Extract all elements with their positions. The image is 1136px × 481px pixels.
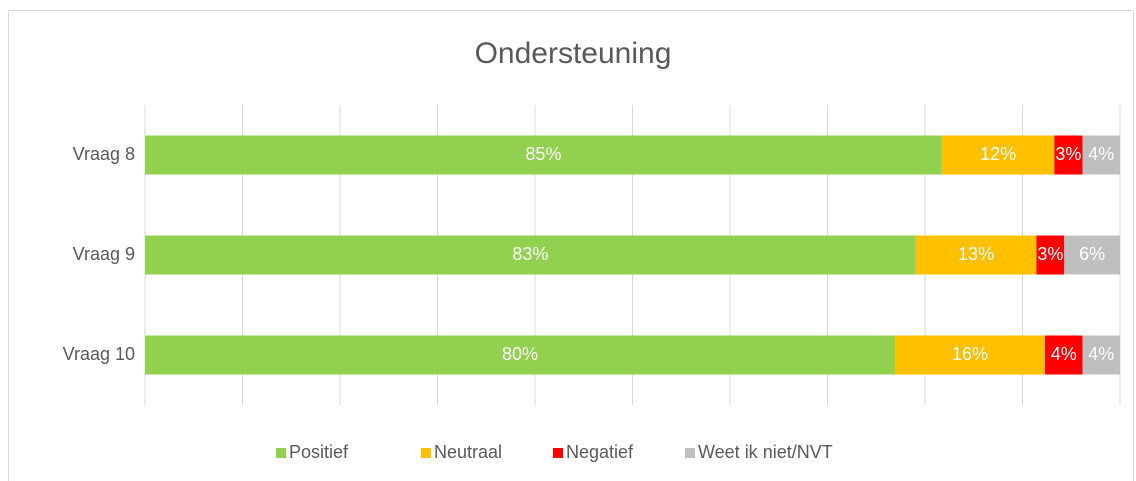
bar-segment [895, 335, 1045, 375]
legend-label: Positief [289, 442, 349, 462]
legend-label: Neutraal [434, 442, 502, 462]
y-tick-label: Vraag 9 [73, 244, 135, 264]
value-label: 16% [952, 344, 988, 364]
bar-segment [1082, 335, 1120, 375]
legend-label: Negatief [566, 442, 634, 462]
y-tick-label: Vraag 8 [73, 144, 135, 164]
bar-segment [145, 135, 942, 175]
chart-title: Ondersteuning [475, 37, 672, 70]
value-label: 83% [512, 244, 548, 264]
legend-swatch [421, 448, 431, 458]
value-label: 4% [1088, 344, 1114, 364]
legend-swatch [685, 448, 695, 458]
value-label: 85% [525, 144, 561, 164]
bar-segment [145, 235, 916, 275]
value-label: 12% [980, 144, 1016, 164]
value-label: 6% [1079, 244, 1105, 264]
bar-segment [941, 135, 1055, 175]
value-label: 4% [1088, 144, 1114, 164]
value-label: 80% [502, 344, 538, 364]
value-label: 3% [1037, 244, 1063, 264]
bar-segment [1045, 335, 1083, 375]
value-label: 4% [1051, 344, 1077, 364]
bar-segment [1036, 235, 1065, 275]
bar-segment [1054, 135, 1083, 175]
bar-segment [1082, 135, 1120, 175]
bar-segment [145, 335, 895, 375]
bar-segment [915, 235, 1037, 275]
legend-label: Weet ik niet/NVT [698, 442, 833, 462]
value-label: 3% [1055, 144, 1081, 164]
legend-swatch [276, 448, 286, 458]
value-label: 13% [958, 244, 994, 264]
bar-segment [1064, 235, 1120, 275]
legend-swatch [553, 448, 563, 458]
y-tick-label: Vraag 10 [63, 344, 135, 364]
